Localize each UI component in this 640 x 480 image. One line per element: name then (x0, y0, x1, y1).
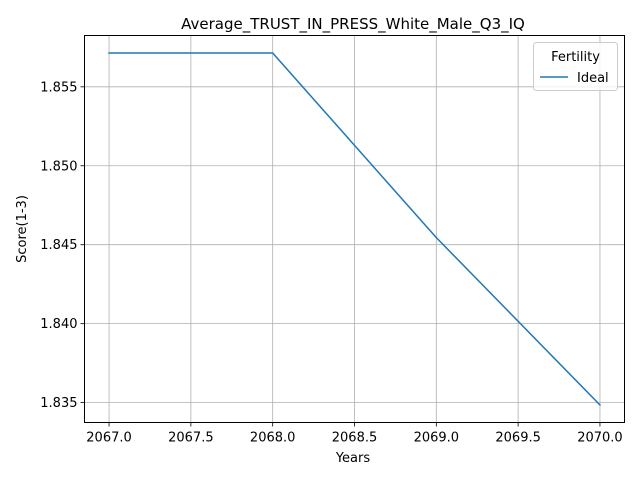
x-tick-label: 2068.0 (250, 431, 296, 446)
y-tick-label: 1.850 (40, 159, 77, 174)
legend-title: Fertility (551, 50, 600, 65)
series-layer (108, 52, 602, 407)
x-tick-label: 2068.5 (332, 431, 378, 446)
x-tick-label: 2067.5 (168, 431, 214, 446)
y-axis-label: Score(1-3) (15, 195, 30, 263)
series-line-ideal (108, 52, 602, 407)
y-ticks: 1.835 1.840 1.845 1.850 1.855 (40, 80, 85, 411)
y-tick-label: 1.845 (40, 238, 77, 253)
x-tick-label: 2070.0 (577, 431, 623, 446)
y-tick-label: 1.855 (40, 80, 77, 95)
grid (84, 35, 625, 423)
x-tick-label: 2069.5 (495, 431, 541, 446)
x-tick-label: 2069.0 (414, 431, 460, 446)
x-axis-label: Years (335, 451, 371, 466)
legend-label-ideal: Ideal (577, 71, 609, 86)
y-tick-label: 1.835 (40, 396, 77, 411)
y-tick-label: 1.840 (40, 317, 77, 332)
legend: Fertility Ideal (533, 42, 618, 91)
legend-box (533, 42, 618, 91)
chart-title: Average_TRUST_IN_PRESS_White_Male_Q3_IQ (181, 15, 525, 34)
x-ticks: 2067.0 2067.5 2068.0 2068.5 2069.0 2069.5 2070… (86, 422, 623, 446)
x-tick-label: 2067.0 (86, 431, 132, 446)
